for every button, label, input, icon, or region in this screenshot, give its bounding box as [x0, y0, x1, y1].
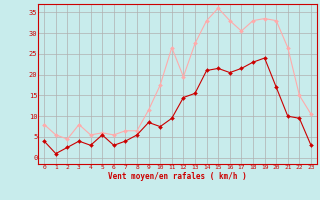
X-axis label: Vent moyen/en rafales ( km/h ): Vent moyen/en rafales ( km/h ) — [108, 172, 247, 181]
